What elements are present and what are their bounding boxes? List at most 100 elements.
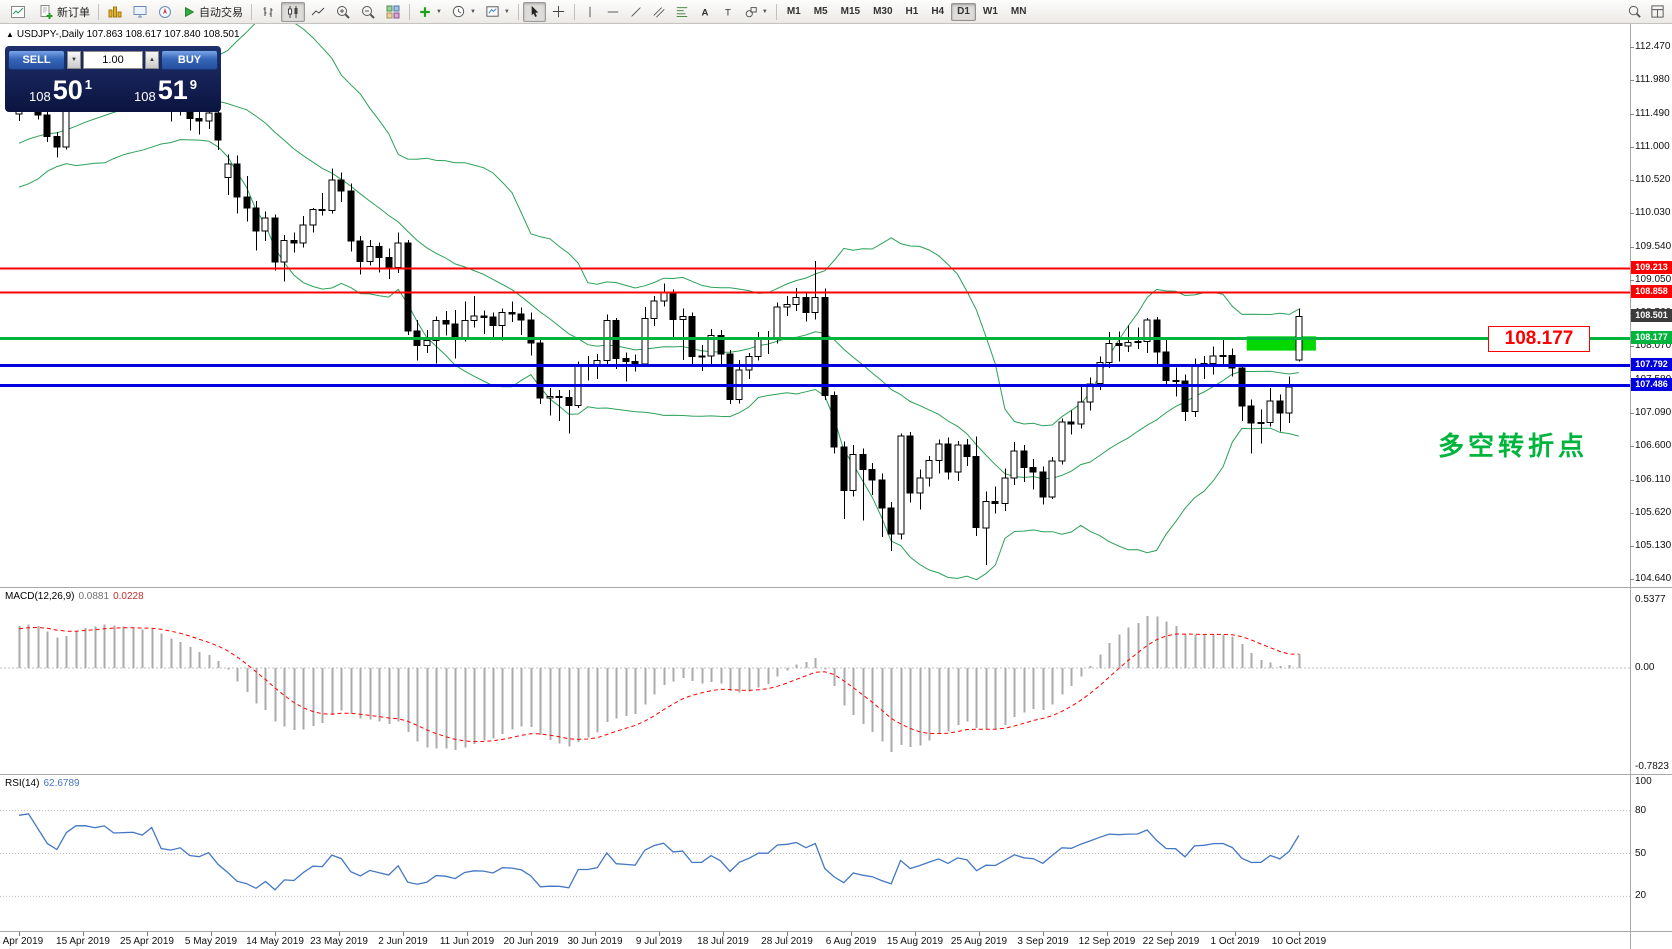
timeframe-h4-button[interactable]: H4 (925, 3, 950, 21)
separator (517, 3, 519, 20)
fibonacci-icon (676, 6, 688, 17)
tile-windows-icon (386, 5, 400, 18)
line-chart-mode-button[interactable] (306, 2, 330, 22)
text-tool-button[interactable]: A (694, 2, 716, 22)
ohlc-values: 107.863 108.617 107.840 108.501 (86, 29, 240, 40)
candlestick-mode-button[interactable] (281, 1, 305, 22)
price-scale-border (1630, 24, 1631, 949)
timeframe-mn-button[interactable]: MN (1005, 3, 1033, 21)
rsi-value: 62.6789 (43, 778, 80, 789)
date-label: 22 Sep 2019 (1142, 936, 1200, 947)
volume-increase-button[interactable]: ▲ (145, 51, 159, 69)
time-axis[interactable]: 4 Apr 2019 15 Apr 2019 25 Apr 2019 5 May 20… (0, 932, 1630, 949)
volume-input[interactable] (83, 51, 143, 69)
price-scale-label: 107.090 (1635, 406, 1672, 418)
chevron-down-icon: ▼ (503, 8, 510, 15)
new-order-button[interactable]: 新订单 (34, 2, 94, 22)
horizontal-line-tool-button[interactable] (602, 2, 624, 22)
templates-button[interactable]: ▼ (481, 2, 514, 22)
navigator-button[interactable] (153, 2, 177, 22)
date-label: 23 May 2019 (310, 936, 368, 947)
horizontal-line-icon (607, 11, 619, 12)
macd-scale-label: 0.00 (1635, 662, 1655, 674)
timeframe-m30-button[interactable]: M30 (867, 3, 898, 21)
price-scale-label: 110.520 (1635, 174, 1671, 186)
label-tool-button[interactable]: T (717, 2, 739, 22)
volume-decrease-button[interactable]: ▼ (67, 51, 81, 69)
macd-scale-label: -0.7823 (1635, 761, 1669, 772)
periods-button[interactable]: ▼ (447, 2, 480, 22)
one-click-collapse-arrow[interactable]: ▲ (6, 30, 14, 39)
time-axis-tick (787, 932, 788, 936)
sell-price[interactable]: 108 50 1 (8, 71, 113, 109)
search-button[interactable] (1623, 2, 1646, 22)
main-price-chart[interactable] (0, 24, 1630, 587)
sell-button[interactable]: SELL (8, 50, 65, 70)
time-axis-tick (1107, 932, 1108, 936)
profiles-button[interactable] (103, 2, 127, 22)
channel-tool-button[interactable] (648, 2, 670, 22)
timeframe-d1-button[interactable]: D1 (951, 2, 976, 21)
date-label: 20 Jun 2019 (503, 936, 559, 947)
date-label: 2 Jun 2019 (378, 936, 428, 947)
time-axis-tick (1043, 932, 1044, 936)
timeframe-group: M1 M5 M15 M30 H1 H4 D1 W1 MN (781, 2, 1033, 21)
time-axis-tick (211, 932, 212, 936)
macd-pane[interactable] (0, 588, 1630, 774)
line-chart-icon (311, 7, 325, 15)
pane-separator-rsi[interactable] (0, 774, 1672, 775)
rsi-scale-label: 100 (1635, 776, 1652, 787)
price-scale-label: 106.600 (1635, 440, 1672, 452)
autotrading-play-icon (185, 6, 195, 17)
separator (98, 3, 99, 20)
timeframe-m15-button[interactable]: M15 (835, 3, 866, 21)
vertical-line-tool-button[interactable] (579, 2, 601, 22)
label-icon: T (725, 7, 731, 18)
macd-signal-line (18, 626, 1299, 743)
timeframe-m5-button[interactable]: M5 (808, 3, 834, 21)
price-scale-label: 111.000 (1635, 140, 1670, 152)
buy-price-prefix: 108 (134, 89, 156, 104)
crosshair-button[interactable] (547, 2, 570, 22)
buy-price[interactable]: 108 51 9 (113, 71, 218, 109)
time-axis-tick (1299, 932, 1300, 936)
time-axis-tick (915, 932, 916, 936)
new-order-label: 新订单 (57, 6, 90, 19)
time-axis-border (0, 931, 1672, 932)
price-annotation-box: 108.177 (1488, 326, 1590, 352)
timeframe-w1-button[interactable]: W1 (977, 3, 1004, 21)
time-axis-tick (403, 932, 404, 936)
bar-chart-mode-button[interactable] (256, 2, 280, 22)
indicators-button[interactable]: ▼ (414, 2, 446, 22)
market-watch-button[interactable] (128, 2, 152, 22)
price-scale-label: 106.110 (1635, 473, 1671, 485)
zoom-out-button[interactable] (356, 2, 380, 22)
time-axis-tick (1171, 932, 1172, 936)
date-label: 5 May 2019 (184, 936, 238, 947)
price-tag-108.858: 108.858 (1631, 285, 1672, 299)
date-label: 25 Aug 2019 (950, 936, 1008, 947)
price-tag-109.213: 109.213 (1631, 261, 1672, 275)
rsi-scale-label: 20 (1635, 890, 1647, 902)
timeframe-m1-button[interactable]: M1 (781, 3, 807, 21)
turning-point-note: 多空转折点 (1438, 431, 1589, 461)
date-label: 12 Sep 2019 (1078, 936, 1136, 947)
date-label: 10 Oct 2019 (1271, 936, 1327, 947)
macd-scale-label: 0.5377 (1635, 594, 1666, 605)
fibonacci-tool-button[interactable] (671, 2, 693, 22)
timeframe-h1-button[interactable]: H1 (900, 3, 925, 21)
time-axis-tick (659, 932, 660, 936)
tile-windows-button[interactable] (381, 2, 405, 22)
price-scale-label: 105.130 (1635, 540, 1672, 552)
pane-separator-macd[interactable] (0, 587, 1672, 588)
rsi-pane[interactable] (0, 775, 1630, 931)
buy-button[interactable]: BUY (161, 50, 218, 70)
window-layout-button[interactable] (1646, 2, 1669, 22)
time-axis-tick (723, 932, 724, 936)
profiles-icon (108, 6, 122, 17)
cursor-button[interactable] (522, 1, 546, 22)
zoom-in-button[interactable] (331, 2, 355, 22)
trendline-tool-button[interactable] (625, 2, 647, 22)
autotrading-button[interactable]: 自动交易 (178, 2, 247, 22)
shapes-tool-button[interactable]: ▼ (740, 2, 772, 22)
